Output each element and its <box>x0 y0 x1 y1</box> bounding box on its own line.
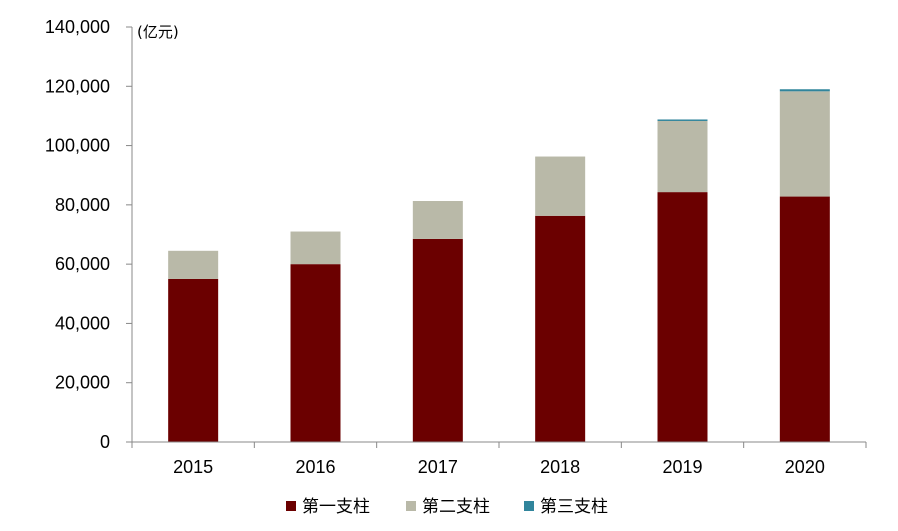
y-tick-label: 40,000 <box>55 313 110 333</box>
x-tick-label: 2016 <box>295 457 335 477</box>
bar-2020-series-3 <box>779 89 830 92</box>
bar-2018-series-2 <box>535 156 586 216</box>
bar-2016-series-1 <box>290 264 341 442</box>
bar-2015-series-1 <box>168 278 219 442</box>
bar-2019-series-1 <box>657 192 708 442</box>
legend-swatch <box>286 501 296 511</box>
y-tick-label: 100,000 <box>45 136 110 156</box>
y-axis-unit-label: (亿元) <box>137 23 179 41</box>
legend-swatch <box>524 501 534 511</box>
x-tick-label: 2018 <box>540 457 580 477</box>
legend: 第一支柱 第二支柱 第三支柱 <box>286 497 608 517</box>
x-tick-label: 2017 <box>418 457 458 477</box>
x-tick-label: 2019 <box>662 457 702 477</box>
legend-label: 第二支柱 <box>422 497 490 517</box>
bar-2017-series-2 <box>412 201 463 239</box>
y-tick-label: 140,000 <box>45 17 110 37</box>
y-tick-label: 20,000 <box>55 373 110 393</box>
bar-2016-series-2 <box>290 231 341 265</box>
bar-2020-series-1 <box>779 196 830 442</box>
legend-label: 第三支柱 <box>540 497 608 517</box>
bar-2019-series-2 <box>657 120 708 193</box>
y-tick-label: 60,000 <box>55 254 110 274</box>
bars-layer <box>168 89 830 442</box>
axes-layer: 0 20,000 40,000 60,000 80,000 100,000 120,000 1… <box>45 17 867 477</box>
legend-label: 第一支柱 <box>302 497 370 517</box>
bar-2018-series-1 <box>535 215 586 442</box>
y-tick-label: 120,000 <box>45 76 110 96</box>
bar-2019-series-3 <box>657 119 708 121</box>
x-tick-label: 2020 <box>785 457 825 477</box>
bar-2020-series-2 <box>779 91 830 197</box>
x-tick-label: 2015 <box>173 457 213 477</box>
bar-2015-series-2 <box>168 250 219 279</box>
legend-swatch <box>406 501 416 511</box>
y-tick-label: 80,000 <box>55 195 110 215</box>
bar-2017-series-1 <box>412 238 463 442</box>
y-tick-label: 0 <box>100 432 110 452</box>
